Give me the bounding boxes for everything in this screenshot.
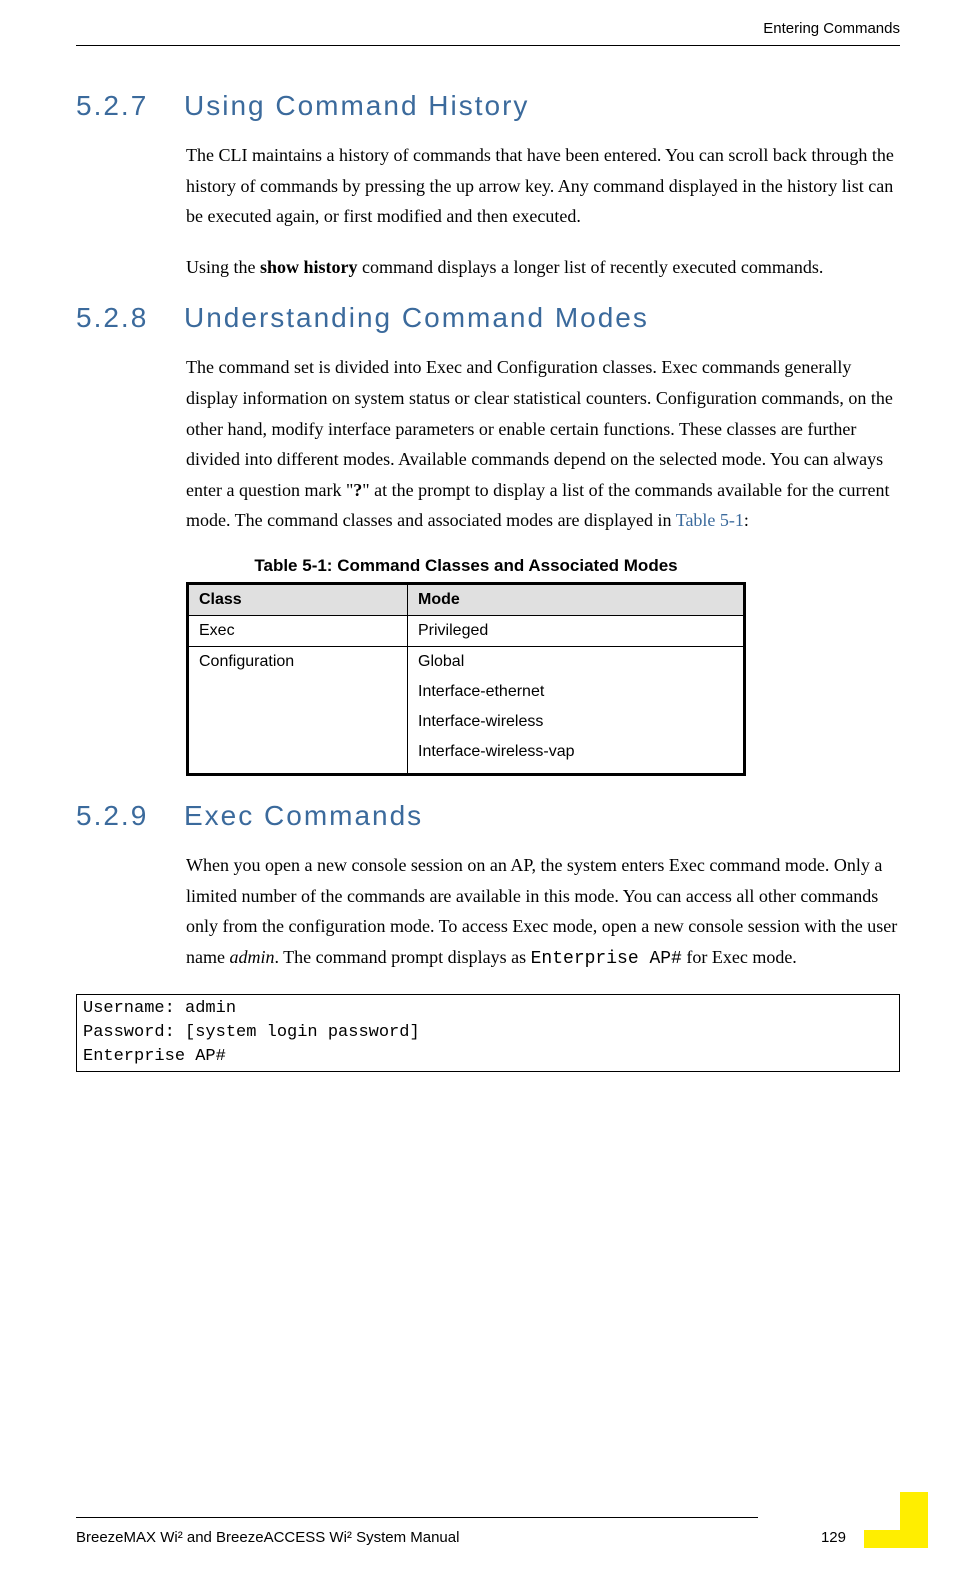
page-tab-decoration — [900, 1492, 928, 1548]
mode-value: Privileged — [418, 622, 733, 640]
body-paragraph: The command set is divided into Exec and… — [186, 352, 900, 536]
command-modes-table: Class Mode Exec Privileged Configuration… — [186, 582, 746, 776]
page-header: Entering Commands — [76, 20, 900, 46]
mode-value: Interface-wireless-vap — [418, 737, 733, 767]
section-title: Exec Commands — [184, 800, 423, 831]
table-caption: Table 5-1: Command Classes and Associate… — [186, 556, 746, 576]
table-row: Configuration Global Interface-ethernet … — [188, 646, 745, 774]
section-title: Understanding Command Modes — [184, 302, 649, 333]
cell-mode: Privileged — [408, 615, 745, 646]
cell-class: Exec — [188, 615, 408, 646]
mode-value: Interface-ethernet — [418, 677, 733, 707]
section-number: 5.2.9 — [76, 800, 184, 832]
section-number: 5.2.7 — [76, 90, 184, 122]
footer-manual-title: BreezeMAX Wi² and BreezeACCESS Wi² Syste… — [76, 1529, 459, 1546]
table-row: Exec Privileged — [188, 615, 745, 646]
mode-value: Interface-wireless — [418, 707, 733, 737]
body-paragraph: When you open a new console session on a… — [186, 850, 900, 974]
cell-class: Configuration — [188, 646, 408, 774]
section-title: Using Command History — [184, 90, 529, 121]
code-box: Username: admin Password: [system login … — [76, 994, 900, 1071]
footer-page-number: 129 — [821, 1529, 846, 1546]
page-footer: BreezeMAX Wi² and BreezeACCESS Wi² Syste… — [76, 1517, 900, 1546]
section-heading-5-2-8: 5.2.8Understanding Command Modes — [76, 302, 900, 334]
table-header-mode: Mode — [408, 583, 745, 615]
section-number: 5.2.8 — [76, 302, 184, 334]
section-heading-5-2-7: 5.2.7Using Command History — [76, 90, 900, 122]
body-paragraph: The CLI maintains a history of commands … — [186, 140, 900, 232]
body-paragraph: Using the show history command displays … — [186, 252, 900, 283]
cell-mode: Global Interface-ethernet Interface-wire… — [408, 646, 745, 774]
footer-rule — [76, 1517, 758, 1518]
header-chapter: Entering Commands — [763, 20, 900, 37]
table-header-class: Class — [188, 583, 408, 615]
section-heading-5-2-9: 5.2.9Exec Commands — [76, 800, 900, 832]
mode-value: Global — [418, 653, 733, 677]
